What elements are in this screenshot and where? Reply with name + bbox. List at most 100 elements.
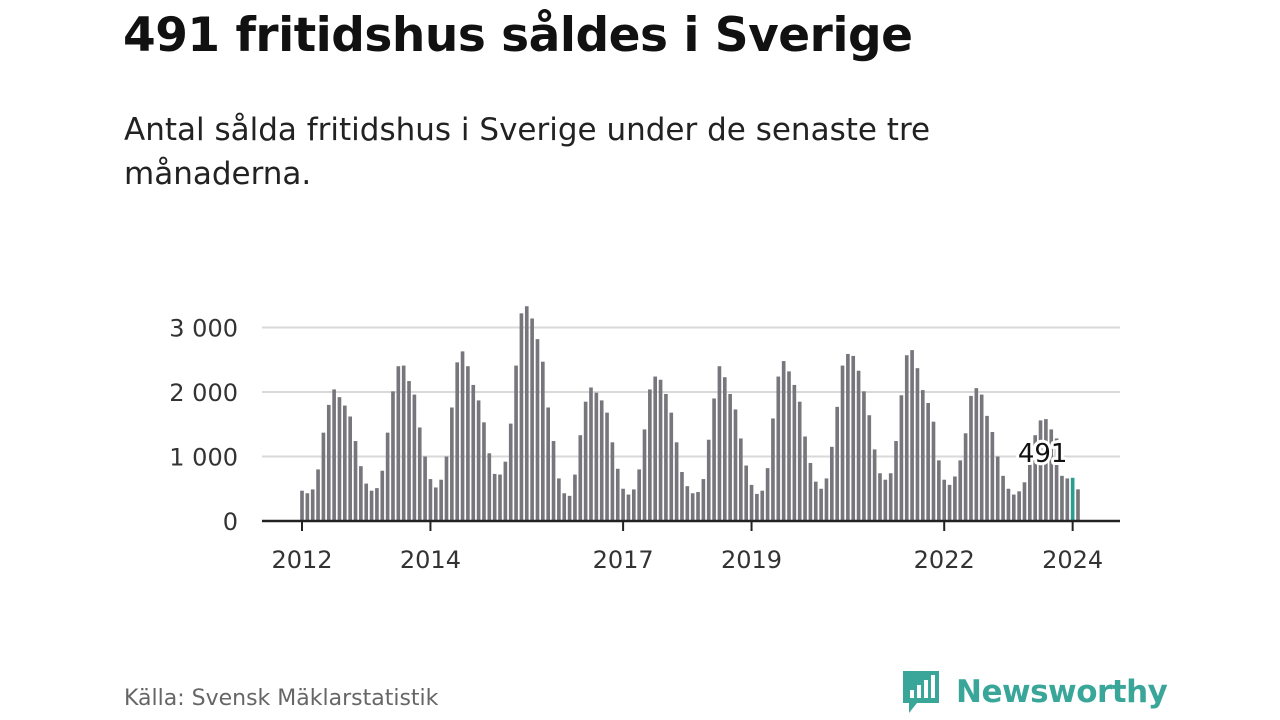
bar bbox=[599, 400, 604, 521]
y-tick-label: 1 000 bbox=[169, 444, 238, 472]
bar bbox=[450, 407, 454, 521]
bar bbox=[583, 401, 588, 521]
bar bbox=[541, 361, 545, 521]
bar bbox=[867, 415, 872, 521]
bar bbox=[300, 490, 304, 521]
bar bbox=[342, 405, 347, 521]
bar bbox=[1006, 488, 1011, 521]
x-tick-label: 2014 bbox=[400, 546, 461, 574]
bar bbox=[942, 479, 947, 521]
bar bbox=[690, 493, 695, 521]
bar bbox=[706, 439, 711, 521]
bar bbox=[385, 432, 390, 521]
bar bbox=[1038, 420, 1043, 521]
chart-title: 491 fritidshus såldes i Sverige bbox=[123, 8, 913, 63]
bar bbox=[605, 412, 609, 521]
brand-name: Newsworthy bbox=[956, 674, 1168, 710]
bar bbox=[894, 441, 898, 521]
bar bbox=[712, 398, 716, 521]
bar bbox=[369, 490, 374, 521]
bar bbox=[567, 495, 572, 521]
bar bbox=[717, 366, 722, 521]
bar bbox=[487, 453, 492, 521]
bar bbox=[979, 394, 984, 521]
bar bbox=[476, 400, 481, 521]
bar bbox=[808, 462, 813, 521]
bar bbox=[851, 355, 856, 521]
bar bbox=[439, 479, 443, 521]
bar bbox=[872, 449, 877, 521]
bar bbox=[610, 442, 615, 521]
bar bbox=[391, 391, 395, 521]
bar bbox=[653, 376, 658, 521]
bar bbox=[364, 483, 369, 521]
bar bbox=[466, 366, 470, 521]
bars bbox=[300, 306, 1080, 521]
x-tick-label: 2019 bbox=[721, 546, 782, 574]
source-note: Källa: Svensk Mäklarstatistik bbox=[124, 686, 439, 711]
bar bbox=[305, 493, 310, 521]
bar bbox=[412, 394, 417, 521]
bar bbox=[498, 474, 502, 521]
bar bbox=[969, 395, 973, 521]
bar-highlight bbox=[1070, 477, 1075, 521]
bar bbox=[1049, 429, 1054, 521]
bar bbox=[824, 478, 829, 521]
highlight-data-label: 491 bbox=[1018, 439, 1068, 469]
bar bbox=[621, 488, 625, 521]
bar bbox=[332, 389, 336, 521]
bar bbox=[787, 371, 791, 521]
bar bbox=[733, 409, 738, 521]
bar bbox=[685, 486, 690, 521]
bar bbox=[680, 471, 684, 521]
bar bbox=[1044, 419, 1048, 521]
bar bbox=[417, 427, 422, 521]
bar bbox=[310, 489, 315, 521]
bar bbox=[755, 493, 759, 521]
bar bbox=[953, 476, 957, 521]
bar bbox=[326, 404, 331, 521]
y-tick-label: 2 000 bbox=[169, 379, 238, 407]
bar bbox=[359, 466, 363, 521]
bar bbox=[765, 468, 770, 521]
bar bbox=[835, 406, 839, 521]
bar bbox=[503, 461, 508, 521]
bar bbox=[771, 418, 775, 521]
bar bbox=[862, 391, 866, 521]
y-tick-label: 3 000 bbox=[169, 315, 238, 343]
bar bbox=[573, 474, 577, 521]
bar bbox=[664, 393, 668, 521]
bar bbox=[958, 460, 963, 521]
chart-subtitle: Antal sålda fritidshus i Sverige under d… bbox=[124, 112, 931, 192]
bar bbox=[648, 389, 652, 521]
bar bbox=[840, 365, 845, 521]
bar bbox=[401, 365, 406, 521]
bar bbox=[803, 436, 807, 521]
bar bbox=[899, 395, 904, 521]
bar bbox=[642, 429, 647, 521]
bar bbox=[423, 456, 427, 521]
bar bbox=[776, 376, 781, 521]
bar bbox=[519, 313, 524, 521]
bar bbox=[937, 460, 941, 521]
bar-chart-speech-bubble-icon bbox=[903, 671, 939, 713]
bar bbox=[316, 469, 320, 521]
bar bbox=[353, 441, 358, 521]
bar bbox=[615, 468, 620, 521]
bar bbox=[1017, 491, 1021, 521]
bar bbox=[1076, 489, 1080, 521]
bar bbox=[562, 493, 567, 521]
data-labels: 491 bbox=[1015, 436, 1071, 472]
bar bbox=[792, 384, 797, 521]
bar bbox=[375, 488, 379, 521]
x-tick-label: 2024 bbox=[1042, 546, 1103, 574]
x-tick-label: 2022 bbox=[914, 546, 975, 574]
bar bbox=[444, 456, 449, 521]
bar bbox=[524, 306, 529, 521]
bar bbox=[337, 397, 342, 521]
bar bbox=[920, 390, 925, 521]
newsworthy-brand[interactable]: Newsworthy bbox=[900, 668, 1168, 716]
bar bbox=[910, 350, 914, 521]
bar bbox=[995, 456, 1000, 521]
bar bbox=[819, 488, 823, 521]
